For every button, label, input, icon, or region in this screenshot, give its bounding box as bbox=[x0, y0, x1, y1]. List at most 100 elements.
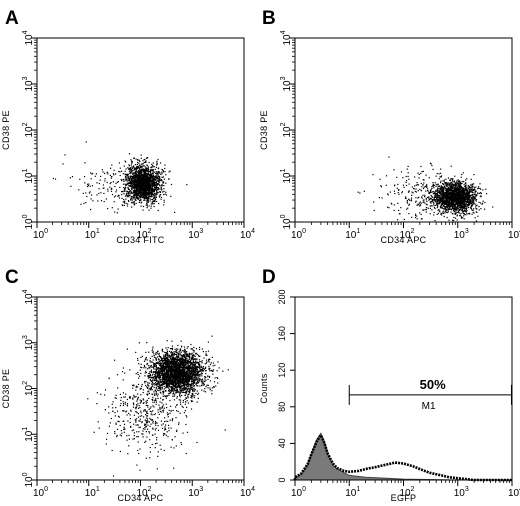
data-point bbox=[100, 175, 102, 177]
data-point bbox=[466, 205, 468, 207]
data-point bbox=[469, 187, 471, 189]
data-point bbox=[134, 184, 136, 186]
data-point bbox=[153, 378, 155, 380]
data-point bbox=[92, 172, 94, 175]
data-point bbox=[428, 196, 430, 198]
data-point bbox=[153, 195, 155, 197]
data-point bbox=[385, 175, 388, 177]
data-point bbox=[453, 188, 455, 191]
data-point bbox=[424, 194, 426, 196]
data-point bbox=[400, 171, 403, 173]
data-point bbox=[143, 190, 146, 192]
data-point bbox=[459, 208, 461, 210]
data-point bbox=[437, 193, 439, 195]
data-point bbox=[208, 375, 211, 378]
data-point bbox=[157, 174, 159, 176]
data-point bbox=[457, 211, 459, 214]
data-point bbox=[135, 174, 137, 176]
data-point bbox=[476, 208, 478, 210]
data-point bbox=[150, 207, 152, 209]
data-point bbox=[147, 173, 150, 175]
data-point bbox=[449, 195, 451, 197]
data-point bbox=[141, 175, 143, 177]
data-point bbox=[452, 194, 454, 197]
data-point bbox=[439, 199, 442, 201]
data-point bbox=[447, 187, 449, 189]
data-point bbox=[442, 196, 444, 199]
data-point bbox=[180, 387, 182, 389]
data-point bbox=[433, 197, 435, 199]
data-point bbox=[164, 381, 166, 383]
data-point bbox=[177, 361, 179, 364]
data-point bbox=[471, 199, 473, 201]
data-point bbox=[161, 180, 163, 182]
data-point bbox=[157, 158, 159, 161]
data-point bbox=[153, 200, 155, 202]
y-tick-label: 104 bbox=[22, 30, 35, 45]
data-point bbox=[112, 173, 115, 175]
data-point bbox=[144, 187, 146, 190]
data-point bbox=[145, 179, 147, 181]
data-point bbox=[152, 351, 154, 353]
data-point bbox=[402, 177, 404, 179]
data-point bbox=[142, 187, 144, 189]
data-point bbox=[158, 179, 160, 182]
data-point bbox=[134, 190, 136, 192]
data-point bbox=[131, 167, 134, 169]
data-point bbox=[449, 184, 451, 186]
data-point bbox=[484, 208, 486, 210]
data-point bbox=[208, 365, 210, 367]
data-point bbox=[456, 205, 458, 207]
data-point bbox=[443, 193, 445, 195]
data-point bbox=[114, 211, 116, 213]
data-point bbox=[441, 203, 444, 206]
data-point bbox=[161, 184, 163, 186]
data-point bbox=[148, 188, 150, 190]
data-point bbox=[195, 392, 197, 394]
data-point bbox=[170, 359, 172, 361]
data-point bbox=[421, 186, 423, 188]
data-point bbox=[134, 177, 136, 179]
y-tick-label: 103 bbox=[22, 76, 35, 91]
data-point bbox=[429, 201, 431, 203]
x-tick-label: 102 bbox=[137, 228, 152, 241]
data-point bbox=[460, 198, 462, 200]
data-point bbox=[156, 174, 158, 176]
data-point bbox=[145, 186, 147, 188]
data-point bbox=[131, 182, 133, 184]
data-point bbox=[459, 188, 462, 190]
data-point bbox=[447, 186, 450, 188]
data-point bbox=[429, 213, 431, 215]
data-point bbox=[134, 181, 137, 183]
data-point bbox=[152, 169, 154, 171]
data-point bbox=[463, 212, 465, 214]
data-point bbox=[466, 178, 468, 180]
data-point bbox=[159, 188, 161, 190]
data-point bbox=[146, 183, 149, 185]
data-point bbox=[448, 195, 451, 198]
data-point bbox=[139, 173, 141, 175]
data-point bbox=[144, 183, 146, 185]
data-point bbox=[150, 205, 152, 207]
data-point bbox=[439, 198, 441, 200]
data-point bbox=[466, 209, 468, 212]
data-point bbox=[147, 186, 149, 188]
data-point bbox=[416, 204, 418, 206]
data-point bbox=[467, 206, 470, 209]
data-point bbox=[133, 190, 135, 192]
data-point bbox=[135, 176, 137, 178]
data-point bbox=[121, 170, 123, 172]
data-point bbox=[112, 181, 114, 183]
data-point bbox=[438, 208, 440, 211]
data-point bbox=[398, 189, 400, 191]
data-point bbox=[144, 176, 147, 178]
data-point bbox=[134, 178, 136, 181]
data-point bbox=[447, 182, 449, 184]
data-point bbox=[415, 184, 417, 186]
data-point bbox=[153, 189, 155, 191]
data-point bbox=[185, 393, 187, 395]
data-point bbox=[461, 180, 463, 183]
data-point bbox=[447, 201, 449, 203]
data-point bbox=[148, 161, 150, 164]
data-point bbox=[429, 207, 431, 209]
